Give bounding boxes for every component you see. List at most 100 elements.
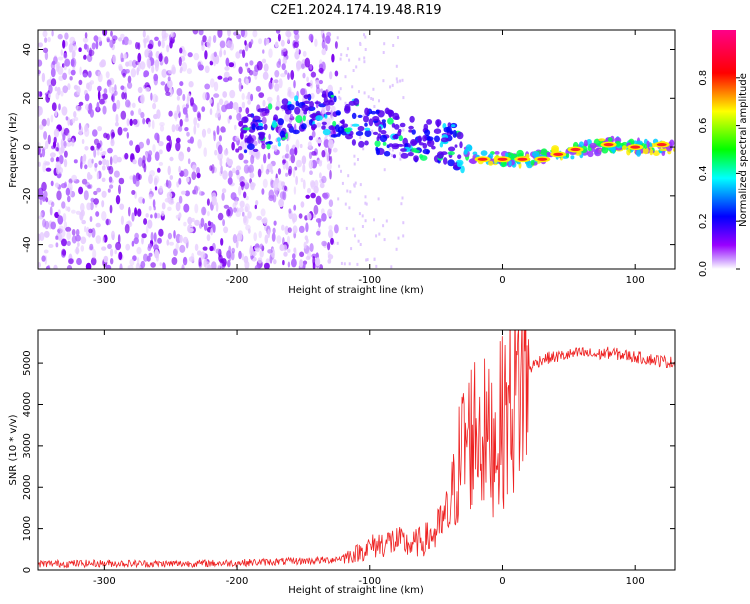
- noise-speckle: [223, 149, 229, 156]
- noise-speckle: [274, 70, 280, 78]
- noise-speckle: [129, 175, 134, 180]
- noise-speckle: [166, 239, 170, 246]
- noise-speckle: [147, 59, 151, 69]
- y-tick-label: 40: [22, 43, 33, 56]
- noise-speckle: [284, 153, 290, 159]
- ridge-mark: [308, 135, 313, 141]
- ridge-mark: [372, 131, 379, 135]
- noise-speckle: [84, 164, 88, 170]
- noise-speckle: [328, 229, 334, 239]
- ridge-mark: [314, 101, 321, 105]
- noise-speckle: [204, 83, 211, 90]
- spectrogram-frame: [37, 29, 676, 270]
- noise-speckle: [111, 86, 115, 93]
- noise-speckle: [273, 144, 278, 152]
- spectrogram-heatmap: [38, 30, 675, 269]
- noise-speckle: [63, 52, 68, 59]
- noise-speckle: [161, 39, 165, 49]
- noise-speckle: [194, 243, 199, 251]
- noise-speckle: [110, 138, 115, 147]
- noise-speckle: [329, 155, 333, 164]
- noise-speckle: [395, 77, 398, 81]
- noise-speckle: [321, 150, 326, 158]
- noise-speckle: [71, 229, 76, 236]
- noise-speckle: [123, 127, 128, 132]
- noise-speckle: [288, 208, 292, 214]
- ridge-mark: [374, 140, 381, 148]
- noise-speckle: [134, 232, 139, 240]
- noise-speckle: [67, 83, 71, 91]
- noise-speckle: [285, 30, 291, 38]
- noise-speckle: [340, 53, 343, 57]
- noise-speckle: [390, 153, 393, 157]
- noise-speckle: [45, 167, 52, 172]
- noise-speckle: [143, 70, 150, 77]
- noise-speckle: [338, 95, 341, 99]
- noise-speckle: [287, 248, 291, 253]
- ridge-mark: [392, 112, 400, 120]
- noise-speckle: [222, 219, 226, 227]
- noise-speckle: [249, 69, 254, 76]
- noise-speckle: [158, 53, 163, 62]
- noise-speckle: [245, 196, 249, 201]
- ridge-mark: [341, 119, 345, 125]
- noise-speckle: [401, 78, 404, 82]
- noise-speckle: [171, 257, 178, 265]
- noise-speckle: [43, 131, 48, 140]
- colorbar-tick-label: 0.6: [698, 118, 709, 134]
- noise-speckle: [366, 258, 369, 262]
- ridge-mark: [399, 122, 406, 128]
- noise-speckle: [223, 226, 229, 234]
- noise-speckle: [157, 237, 162, 244]
- noise-speckle: [236, 112, 242, 121]
- noise-speckle: [68, 68, 71, 75]
- noise-speckle: [346, 189, 349, 193]
- noise-speckle: [344, 75, 347, 79]
- noise-speckle: [86, 202, 92, 211]
- noise-speckle: [316, 159, 323, 164]
- x-tick-label: 0: [499, 275, 505, 286]
- noise-speckle: [108, 176, 113, 183]
- noise-speckle: [191, 252, 195, 261]
- noise-speckle: [345, 53, 348, 57]
- noise-speckle: [309, 170, 313, 175]
- noise-speckle: [47, 264, 51, 269]
- noise-speckle: [356, 262, 359, 266]
- noise-speckle: [293, 247, 297, 253]
- noise-speckle: [138, 141, 144, 149]
- ridge-mark: [400, 148, 407, 152]
- noise-speckle: [316, 122, 322, 128]
- noise-speckle: [80, 245, 85, 252]
- noise-speckle: [284, 69, 288, 75]
- noise-speckle: [166, 44, 170, 53]
- noise-speckle: [273, 259, 277, 265]
- noise-speckle: [158, 228, 164, 237]
- noise-speckle: [153, 73, 159, 82]
- noise-speckle: [231, 251, 235, 261]
- ridge-mark: [417, 135, 423, 144]
- noise-speckle: [203, 147, 207, 158]
- noise-speckle: [69, 187, 72, 197]
- noise-speckle: [124, 92, 127, 100]
- noise-speckle: [209, 98, 213, 104]
- noise-speckle: [66, 265, 73, 269]
- noise-speckle: [263, 153, 267, 164]
- noise-speckle: [51, 30, 54, 37]
- noise-speckle: [281, 224, 285, 231]
- noise-speckle: [204, 65, 210, 74]
- noise-speckle: [43, 230, 50, 238]
- noise-speckle: [293, 186, 297, 195]
- noise-speckle: [334, 224, 339, 234]
- noise-speckle: [102, 158, 107, 166]
- noise-speckle: [255, 247, 260, 253]
- noise-speckle: [302, 163, 306, 173]
- noise-speckle: [98, 160, 102, 166]
- noise-speckle: [306, 212, 312, 221]
- noise-speckle: [169, 156, 174, 162]
- ridge-mark: [411, 129, 416, 135]
- noise-speckle: [137, 52, 142, 63]
- ridge-mark: [452, 129, 457, 138]
- noise-speckle: [293, 204, 297, 211]
- noise-speckle: [301, 63, 305, 70]
- noise-speckle: [209, 245, 214, 252]
